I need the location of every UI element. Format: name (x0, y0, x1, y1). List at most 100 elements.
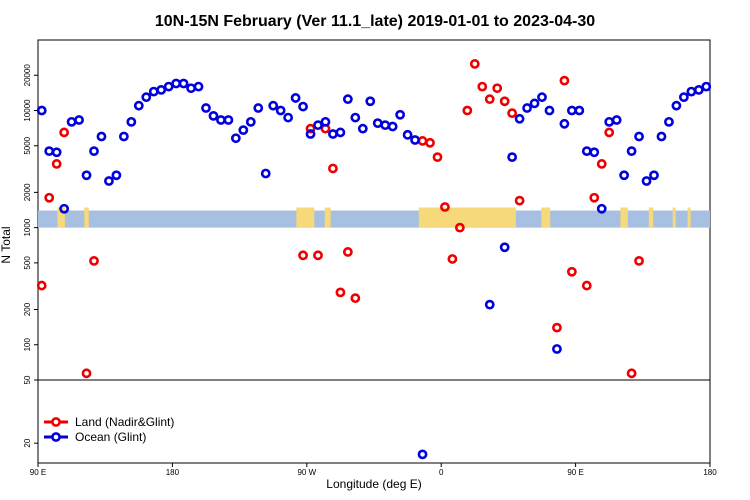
land-point (298, 250, 308, 261)
y-axis-label: N Total (0, 226, 13, 263)
ocean-point (410, 135, 420, 145)
ocean-point (514, 113, 525, 124)
land-point (514, 195, 525, 206)
land-point (305, 123, 316, 134)
y-tick-label: 50 (23, 375, 32, 384)
land-point (328, 163, 338, 174)
ocean-point (328, 129, 338, 139)
ocean-point (81, 170, 92, 181)
ocean-point (238, 125, 249, 136)
land-point (44, 192, 55, 203)
land-point (484, 94, 495, 105)
ocean-point (320, 116, 331, 127)
land-point (89, 255, 99, 266)
legend-label-ocean: Ocean (Glint) (75, 430, 146, 444)
ocean-point (74, 115, 84, 125)
ocean-point (552, 344, 562, 354)
ocean-point (641, 176, 652, 186)
y-axis: 20000 10000 5000 2000 1000 500 200 100 50 20 (23, 64, 38, 448)
ocean-point (305, 129, 316, 139)
y-tick-label: 1000 (23, 218, 32, 236)
ocean-point (44, 146, 55, 157)
land-segment (620, 207, 628, 228)
land-point (507, 108, 518, 119)
ocean-point (387, 121, 398, 132)
y-tick-label: 100 (23, 338, 32, 352)
chart-title: 10N-15N February (Ver 11.1_late) 2019-01… (155, 13, 595, 30)
ocean-point (499, 242, 510, 253)
y-tick-label: 5000 (23, 136, 32, 154)
ocean-point (574, 105, 585, 116)
ocean-point (522, 103, 532, 113)
land-segment (672, 207, 676, 228)
data-points (36, 59, 712, 460)
ocean-point (111, 170, 122, 181)
land-segment (84, 207, 89, 228)
land-point (499, 96, 510, 107)
land-segment (418, 207, 516, 228)
land-point (626, 368, 637, 379)
land-point (634, 255, 644, 266)
land-point (313, 250, 323, 261)
land-point (51, 159, 62, 169)
ocean-point (626, 146, 637, 157)
ocean-point (268, 100, 279, 111)
ocean-point (671, 100, 682, 111)
ocean-point (350, 112, 361, 123)
ocean-point (402, 129, 413, 140)
x-tick-label: 90 E (30, 468, 46, 477)
land-point (492, 83, 503, 94)
ocean-point (59, 203, 70, 214)
x-tick-label: 90 E (567, 468, 583, 477)
land-point (59, 127, 70, 138)
x-tick-label: 180 (166, 468, 180, 477)
y-tick-label: 2000 (23, 183, 32, 201)
ocean-point (701, 81, 712, 92)
ocean-point (656, 131, 667, 142)
ocean-point (372, 118, 383, 129)
land-segment (541, 207, 551, 228)
ocean-point (537, 92, 547, 103)
land-point (589, 192, 600, 203)
land-point (81, 368, 92, 379)
ocean-point (365, 96, 376, 107)
ocean-point (342, 94, 353, 105)
ocean-point (529, 98, 540, 109)
ocean-point (148, 86, 159, 97)
ocean-point (678, 92, 689, 103)
ocean-point (51, 147, 62, 158)
land-segment (648, 207, 654, 228)
y-tick-label: 10000 (23, 99, 32, 122)
land-point (432, 152, 443, 163)
ocean-point (253, 103, 264, 113)
land-segment (57, 207, 65, 228)
legend: Land (Nadir&Glint) Ocean (Glint) (44, 415, 174, 444)
land-point (604, 127, 615, 138)
ocean-point (275, 105, 286, 116)
ocean-point (208, 110, 219, 121)
ocean-point (178, 78, 189, 89)
land-point (454, 222, 465, 233)
ocean-point (171, 78, 182, 89)
land-segment (296, 207, 315, 228)
ocean-point (89, 146, 99, 157)
land-point (581, 280, 592, 291)
ocean-point (619, 170, 630, 181)
land-point (559, 75, 570, 86)
ocean-point (186, 83, 196, 94)
ocean-point (395, 109, 406, 120)
ocean-point (298, 101, 308, 112)
ocean-point (611, 115, 622, 125)
land-point (469, 59, 480, 69)
ocean-point (417, 449, 428, 460)
ocean-point (484, 299, 495, 310)
land-point (566, 266, 577, 277)
legend-marker-ocean (51, 432, 61, 442)
land-band (38, 207, 710, 228)
ocean-point (313, 120, 323, 131)
land-point (447, 254, 458, 264)
plot-area-lower (37, 379, 711, 464)
ocean-point (357, 123, 368, 134)
land-segment (687, 207, 691, 228)
